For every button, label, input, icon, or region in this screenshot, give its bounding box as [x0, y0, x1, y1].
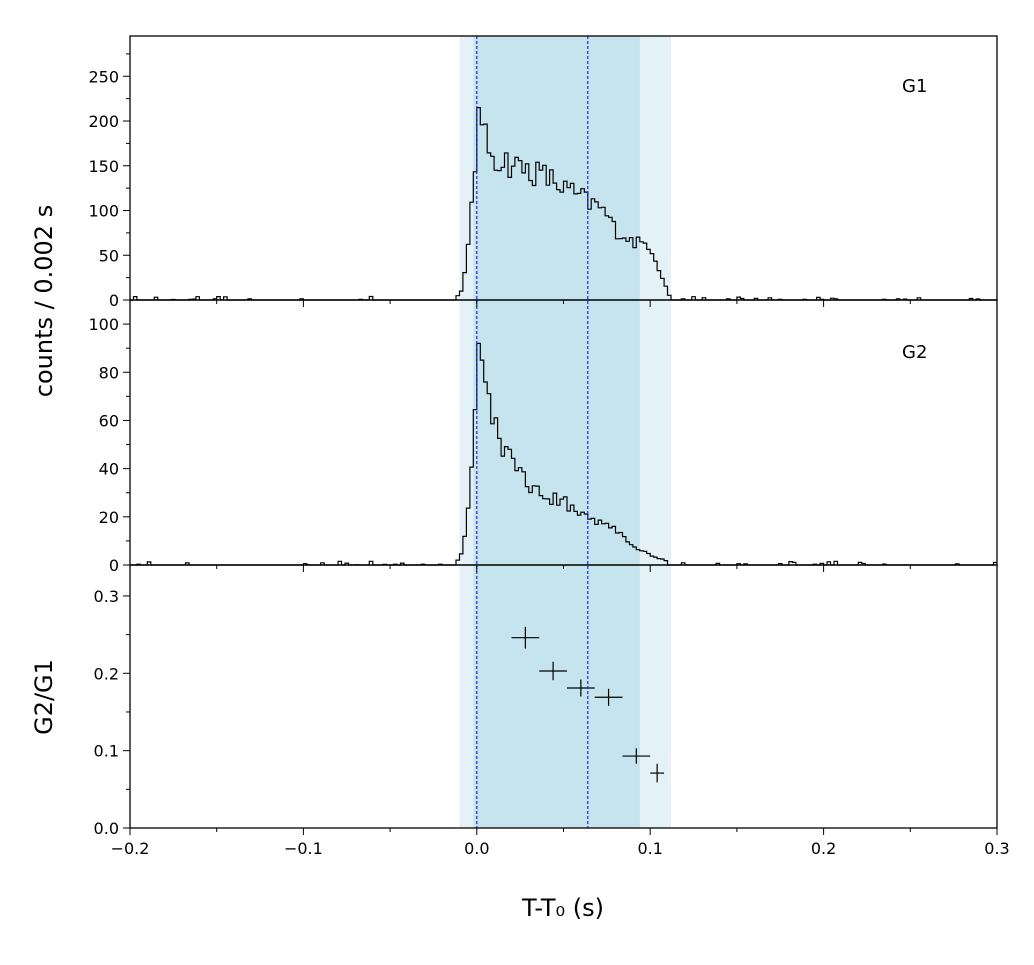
ytick-label-2-1: 20	[99, 508, 119, 527]
ytick-label-1-3: 150	[88, 157, 119, 176]
ytick-label-3-0: 0.0	[94, 819, 119, 838]
ratio-point-6	[650, 763, 665, 783]
xtick-label-3: 0.1	[637, 839, 662, 858]
ytick-label-3-2: 0.2	[94, 664, 119, 683]
ratio-point-4	[594, 688, 623, 706]
xtick-label-0: −0.2	[111, 839, 150, 858]
ytick-label-1-4: 200	[88, 112, 119, 131]
y-axis-title-counts: counts / 0.002 s	[30, 205, 58, 397]
ytick-label-1-1: 50	[99, 246, 119, 265]
ytick-label-1-0: 0	[109, 291, 119, 310]
hardness-ratio-points	[511, 626, 665, 783]
reference-lines	[476, 36, 589, 828]
ytick-label-2-5: 100	[88, 315, 119, 334]
ytick-label-2-2: 40	[99, 460, 119, 479]
ytick-label-2-4: 80	[99, 363, 119, 382]
ytick-label-1-2: 100	[88, 202, 119, 221]
ratio-point-3	[566, 679, 595, 697]
xtick-label-1: −0.1	[284, 839, 323, 858]
ratio-point-1	[511, 626, 540, 649]
ratio-point-5	[622, 748, 651, 764]
ytick-label-1-5: 250	[88, 67, 119, 86]
interval-band-dark	[473, 36, 640, 828]
ratio-point-2	[539, 661, 567, 681]
ytick-label-2-3: 60	[99, 411, 119, 430]
panel-label-g1: G1	[902, 76, 927, 97]
ytick-label-3-1: 0.1	[94, 742, 119, 761]
xtick-label-5: 0.3	[984, 839, 1009, 858]
ytick-label-2-0: 0	[109, 556, 119, 575]
ytick-label-3-3: 0.3	[94, 587, 119, 606]
tick-marks: 0 50 100 150 200 250 0 20 40 60 80 100 0.0 0.1 0.2 0.3 −…	[88, 53, 1010, 858]
y-axis-title-ratio: G2/G1	[30, 659, 58, 735]
x-axis-title: T-T₀ (s)	[521, 894, 604, 922]
panel-label-g2: G2	[902, 342, 927, 363]
xtick-label-2: 0.0	[464, 839, 489, 858]
xtick-label-4: 0.2	[811, 839, 836, 858]
